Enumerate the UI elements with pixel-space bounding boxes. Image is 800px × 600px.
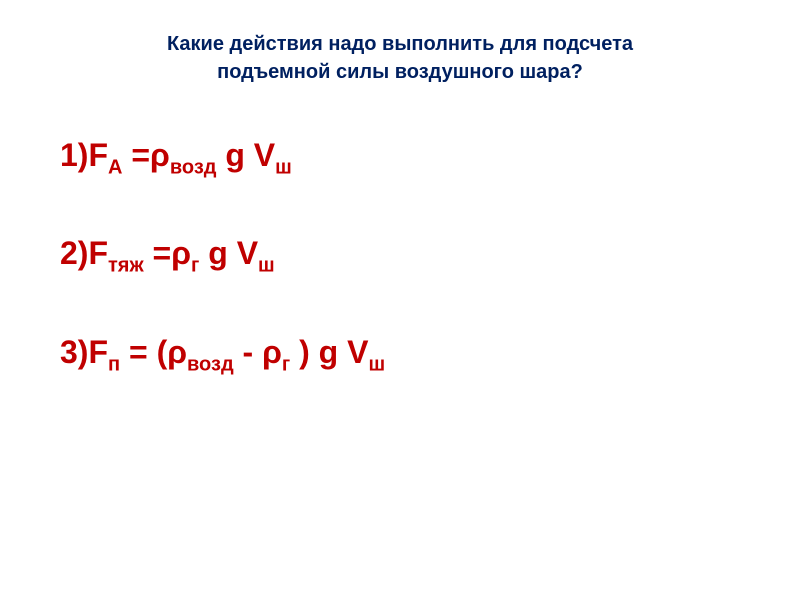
f3-mid1: = (ρ [120,334,187,370]
f1-sub3: ш [275,156,292,178]
formula-3: 3)Fп = (ρвозд - ρг ) g Vш [60,333,750,376]
slide-title: Какие действия надо выполнить для подсче… [50,30,750,86]
f1-mid2: g V [216,137,275,173]
formula-2: 2)Fтяж =ρг g Vш [60,234,750,277]
f1-sub2: возд [170,156,217,178]
title-line-1: Какие действия надо выполнить для подсче… [167,33,633,55]
f1-prefix: 1)F [60,137,108,173]
f1-sub1: A [108,156,122,178]
formula-1: 1)FA =ρвозд g Vш [60,136,750,179]
f3-mid3: ) g V [290,334,368,370]
f2-sub3: ш [258,255,275,277]
formula-list: 1)FA =ρвозд g Vш 2)Fтяж =ρг g Vш 3)Fп = … [50,136,750,376]
f1-mid1: =ρ [122,137,169,173]
f3-sub1: п [108,353,120,375]
f2-sub1: тяж [108,255,144,277]
f2-prefix: 2)F [60,235,108,271]
f2-mid2: g V [199,235,258,271]
f2-mid1: =ρ [144,235,191,271]
f3-sub4: ш [368,353,385,375]
f3-sub3: г [282,353,290,375]
title-line-2: подъемной силы воздушного шара? [217,61,583,83]
f3-prefix: 3)F [60,334,108,370]
f3-sub2: возд [187,353,234,375]
f3-mid2: - ρ [234,334,282,370]
